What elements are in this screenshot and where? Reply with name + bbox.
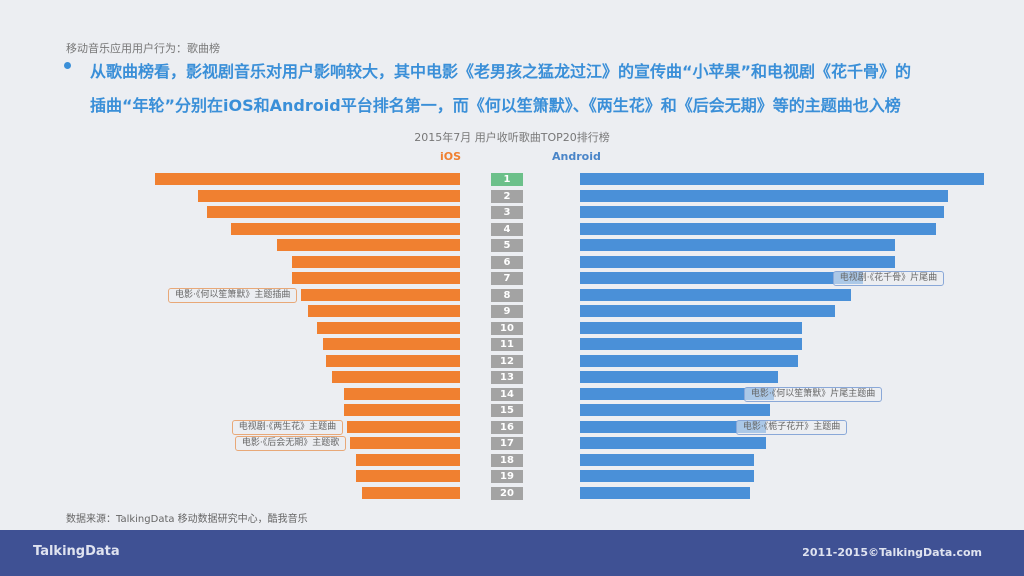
- rank-label: 18: [491, 453, 523, 467]
- ios-bar: [362, 486, 460, 499]
- android-bar: [580, 404, 770, 416]
- ios-bar: [301, 288, 460, 301]
- rank-label: 9: [491, 305, 523, 318]
- legend-ios: iOS: [440, 150, 462, 163]
- annotation-label: 电影·《后会无期》主题歌: [234, 436, 347, 451]
- android-bar: [580, 420, 766, 433]
- ios-bar: [331, 371, 460, 383]
- legend-android: Android: [552, 150, 601, 163]
- ios-bar: [155, 173, 460, 185]
- rank-label: 15: [491, 404, 523, 417]
- rank-label: 10: [491, 321, 523, 335]
- copyright: 2011-2015©TalkingData.com: [802, 546, 982, 559]
- rank-label: 19: [491, 470, 523, 483]
- android-bar: [580, 387, 774, 400]
- android-bar: [580, 371, 778, 383]
- ios-bar: [206, 206, 460, 218]
- android-bar: [580, 255, 896, 268]
- rank-label: 12: [491, 354, 523, 368]
- annotation-label: 电影·《何以笙箫默》主题插曲: [168, 287, 298, 303]
- android-bar: [580, 305, 835, 317]
- bullet-icon: [64, 62, 71, 69]
- ios-bar: [197, 189, 460, 202]
- ios-bar: [347, 420, 460, 433]
- ios-bar: [344, 387, 460, 400]
- rank-label: 11: [491, 338, 523, 351]
- ios-bar: [277, 239, 460, 251]
- android-bar: [580, 486, 750, 499]
- android-bar: [580, 239, 896, 251]
- android-bar: [580, 288, 851, 301]
- android-bar: [580, 189, 948, 202]
- rank-label: 2: [491, 189, 523, 203]
- ios-bar: [325, 354, 460, 367]
- rank-label: 20: [491, 486, 523, 500]
- headline-line-1: 从歌曲榜看，影视剧音乐对用户影响较大，其中电影《老男孩之猛龙过江》的宣传曲“小苹…: [90, 62, 912, 81]
- rank-label: 16: [491, 420, 523, 434]
- android-bar: [580, 173, 984, 185]
- android-bar: [580, 470, 754, 482]
- ios-bar: [322, 338, 460, 350]
- headline-line-2: 插曲“年轮”分别在iOS和Android平台排名第一，而《何以笙箫默》、《两生花…: [90, 96, 901, 115]
- rank-label: 8: [491, 288, 523, 302]
- android-bar: [580, 321, 803, 334]
- ios-bar: [292, 272, 460, 284]
- ios-bar: [356, 470, 460, 482]
- talkingdata-logo: TalkingData: [33, 544, 120, 559]
- android-bar: [580, 222, 936, 235]
- rank-label: 3: [491, 206, 523, 219]
- annotation-label: 电影·《栀子花开》主题曲: [735, 419, 848, 435]
- rank-label: 1: [491, 173, 523, 186]
- android-bar: [580, 338, 803, 350]
- ios-bar: [316, 321, 460, 334]
- ios-bar: [344, 404, 460, 416]
- page-subtitle: 移动音乐应用用户行为：歌曲榜: [66, 42, 220, 55]
- android-bar: [580, 354, 799, 367]
- annotation-label: 电视剧·《花千骨》片尾曲: [832, 271, 945, 286]
- rank-label: 6: [491, 255, 523, 269]
- android-bar: [580, 437, 766, 449]
- rank-label: 14: [491, 387, 523, 401]
- rank-label: 7: [491, 272, 523, 285]
- ios-bar: [350, 437, 460, 449]
- data-source: 数据来源：TalkingData 移动数据研究中心，酷我音乐: [66, 514, 308, 525]
- rank-label: 17: [491, 437, 523, 450]
- android-bar: [580, 453, 754, 466]
- android-bar: [580, 272, 863, 284]
- chart-title: 2015年7月 用户收听歌曲TOP20排行榜: [414, 131, 610, 144]
- rank-label: 13: [491, 371, 523, 384]
- android-bar: [580, 206, 944, 218]
- annotation-label: 电视剧·《两生花》主题曲: [231, 419, 344, 435]
- ios-bar: [307, 305, 460, 317]
- footer-bar: [0, 530, 1024, 576]
- rank-label: 5: [491, 239, 523, 252]
- ios-bar: [356, 453, 460, 466]
- annotation-label: 电影·《何以笙箫默》片尾主题曲: [743, 386, 883, 402]
- ios-bar: [292, 255, 460, 268]
- ios-bar: [231, 222, 460, 235]
- rank-label: 4: [491, 222, 523, 236]
